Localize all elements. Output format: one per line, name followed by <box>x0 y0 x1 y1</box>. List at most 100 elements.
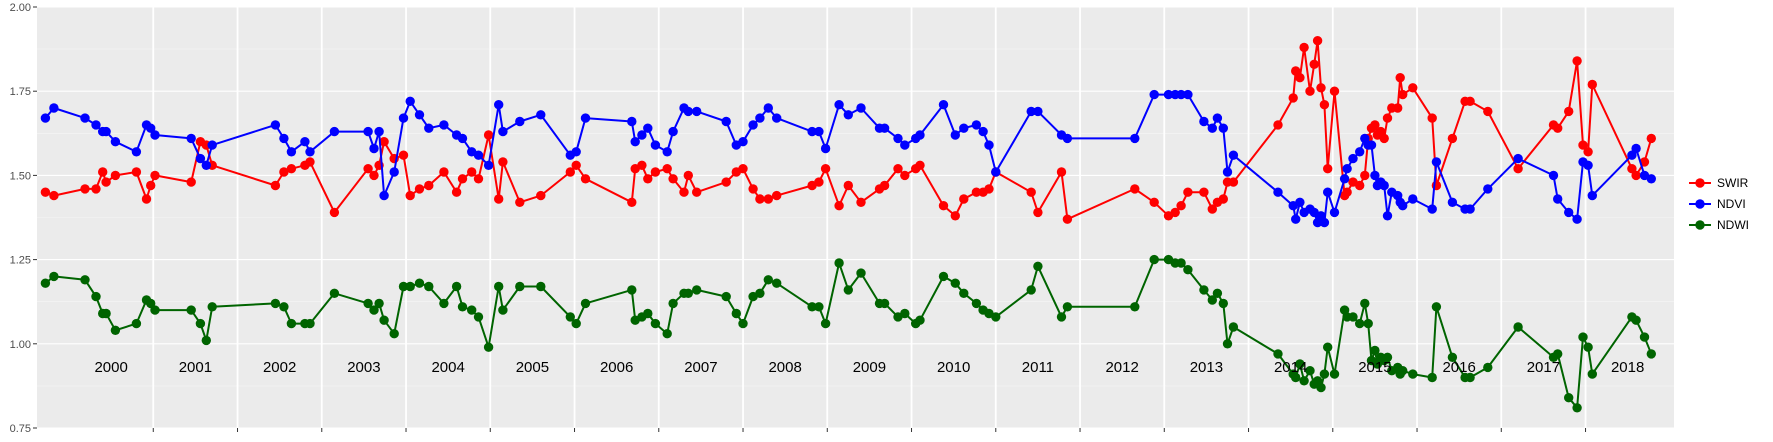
data-point-swir <box>80 184 90 194</box>
data-point-ndwi <box>950 278 960 288</box>
data-point-ndwi <box>1370 345 1380 356</box>
data-point-swir <box>270 180 281 191</box>
data-point-swir <box>1646 133 1657 144</box>
data-point-ndwi <box>971 298 982 309</box>
data-point-ndvi <box>1382 211 1393 221</box>
data-point-ndwi <box>856 268 866 278</box>
data-point-ndwi <box>1228 322 1239 332</box>
data-point-swir <box>1199 187 1209 197</box>
data-point-ndwi <box>879 298 890 309</box>
data-point-ndwi <box>1631 315 1641 325</box>
data-point-swir <box>1026 187 1036 197</box>
data-point-ndvi <box>915 130 925 140</box>
data-point-ndwi <box>692 285 702 295</box>
data-point-swir <box>772 190 782 201</box>
year-label: 2013 <box>1190 359 1223 376</box>
data-point-ndwi <box>1355 318 1365 329</box>
data-point-swir <box>856 197 866 207</box>
data-point-ndwi <box>731 308 741 319</box>
data-point-ndvi <box>363 126 373 137</box>
data-point-swir <box>1465 96 1475 107</box>
data-point-ndvi <box>131 147 142 157</box>
data-point-ndvi <box>1319 217 1330 228</box>
data-point-swir <box>494 194 504 204</box>
data-point-swir <box>40 187 51 197</box>
data-point-ndwi <box>1639 332 1650 342</box>
data-point-ndwi <box>457 302 468 312</box>
data-point-swir <box>1379 133 1389 144</box>
data-point-ndvi <box>515 116 525 127</box>
data-point-ndwi <box>1578 332 1588 342</box>
data-point-ndwi <box>1408 369 1418 379</box>
year-label: 2008 <box>768 359 801 376</box>
data-point-ndwi <box>571 318 581 329</box>
data-point-ndwi <box>424 281 434 292</box>
data-point-swir <box>110 170 121 181</box>
data-point-ndvi <box>637 130 647 140</box>
data-point-ndwi <box>1363 318 1373 329</box>
data-point-ndvi <box>1273 187 1283 197</box>
year-label: 2015 <box>1358 359 1391 376</box>
data-point-ndvi <box>738 137 748 147</box>
data-point-ndvi <box>820 143 831 154</box>
data-point-swir <box>843 180 853 191</box>
data-point-swir <box>1183 187 1193 197</box>
data-point-ndvi <box>630 137 640 147</box>
data-point-ndvi <box>879 123 890 133</box>
data-point-ndwi <box>900 308 910 319</box>
data-point-swir <box>1587 79 1598 90</box>
data-point-swir <box>1291 66 1301 76</box>
data-point-swir <box>959 194 969 204</box>
data-point-swir <box>141 194 152 204</box>
data-point-ndvi <box>150 130 160 140</box>
data-point-swir <box>1273 120 1283 130</box>
data-point-swir <box>131 167 142 177</box>
data-point-ndvi <box>439 120 449 130</box>
data-point-swir <box>1228 177 1239 187</box>
legend-key-point <box>1695 178 1705 188</box>
data-point-ndwi <box>1427 372 1437 383</box>
data-point-swir <box>424 180 434 191</box>
data-point-ndwi <box>1212 288 1223 298</box>
legend-label: SWIR <box>1717 176 1749 190</box>
data-point-ndwi <box>1465 372 1475 383</box>
data-point-swir <box>1323 164 1333 174</box>
data-point-ndvi <box>1465 204 1475 214</box>
data-point-ndwi <box>498 305 508 315</box>
data-point-ndwi <box>763 275 773 285</box>
data-point-ndvi <box>379 190 389 201</box>
data-point-ndvi <box>950 130 960 140</box>
year-label: 2014 <box>1274 359 1307 376</box>
data-point-ndwi <box>1646 349 1657 359</box>
data-point-ndvi <box>40 113 51 123</box>
data-point-ndvi <box>457 133 468 144</box>
data-point-ndvi <box>1631 143 1641 154</box>
data-point-ndwi <box>1329 369 1340 379</box>
data-point-ndwi <box>467 305 477 315</box>
data-point-ndwi <box>1513 322 1523 332</box>
data-point-ndwi <box>1587 369 1598 379</box>
data-point-ndvi <box>1163 89 1174 100</box>
data-point-swir <box>98 167 108 177</box>
series-ndvi <box>40 89 1657 228</box>
data-point-ndwi <box>1176 258 1186 268</box>
data-point-swir <box>1447 133 1458 144</box>
data-point-ndvi <box>643 123 653 133</box>
data-point-swir <box>763 194 773 204</box>
data-point-ndvi <box>329 126 340 137</box>
data-point-ndwi <box>959 288 969 298</box>
data-point-swir <box>101 177 111 187</box>
data-point-ndvi <box>1483 184 1493 194</box>
data-point-ndwi <box>991 312 1001 322</box>
data-point-ndwi <box>662 329 672 339</box>
data-point-swir <box>498 157 508 167</box>
data-point-swir <box>536 190 546 201</box>
data-point-swir <box>329 207 340 218</box>
data-point-ndvi <box>279 133 289 144</box>
data-point-ndvi <box>938 100 949 110</box>
data-point-ndwi <box>650 318 661 329</box>
year-label: 2010 <box>937 359 970 376</box>
grid <box>37 6 1674 429</box>
year-label: 2003 <box>347 359 380 376</box>
data-point-ndvi <box>305 147 315 157</box>
